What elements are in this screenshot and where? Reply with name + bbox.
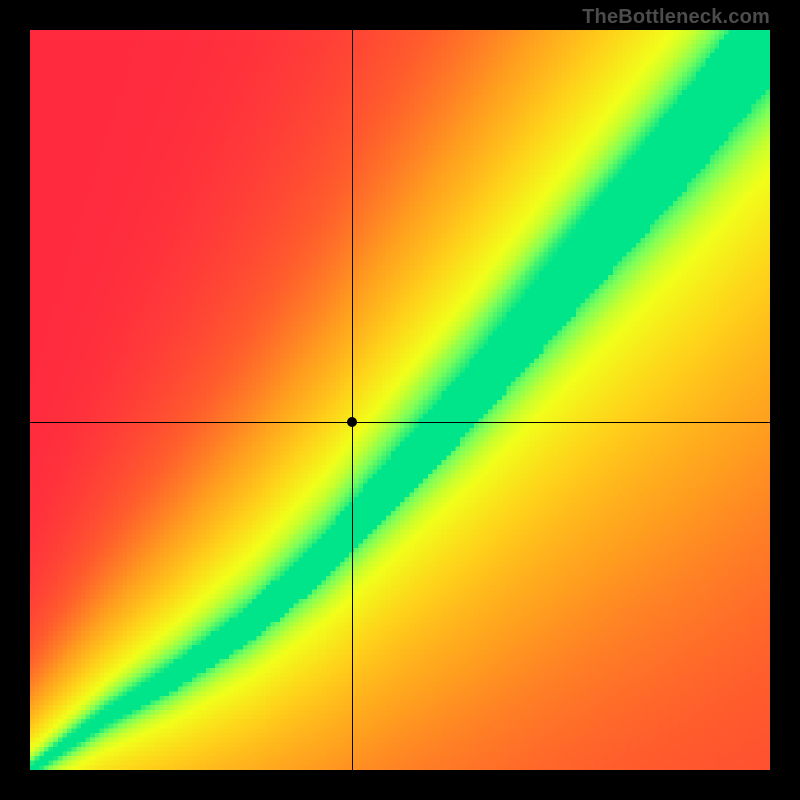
watermark-text: TheBottleneck.com [582, 6, 770, 29]
crosshair-vertical [352, 30, 353, 770]
crosshair-horizontal [30, 422, 770, 423]
heatmap-plot [30, 30, 770, 770]
heatmap-canvas [30, 30, 770, 770]
crosshair-point [347, 417, 357, 427]
